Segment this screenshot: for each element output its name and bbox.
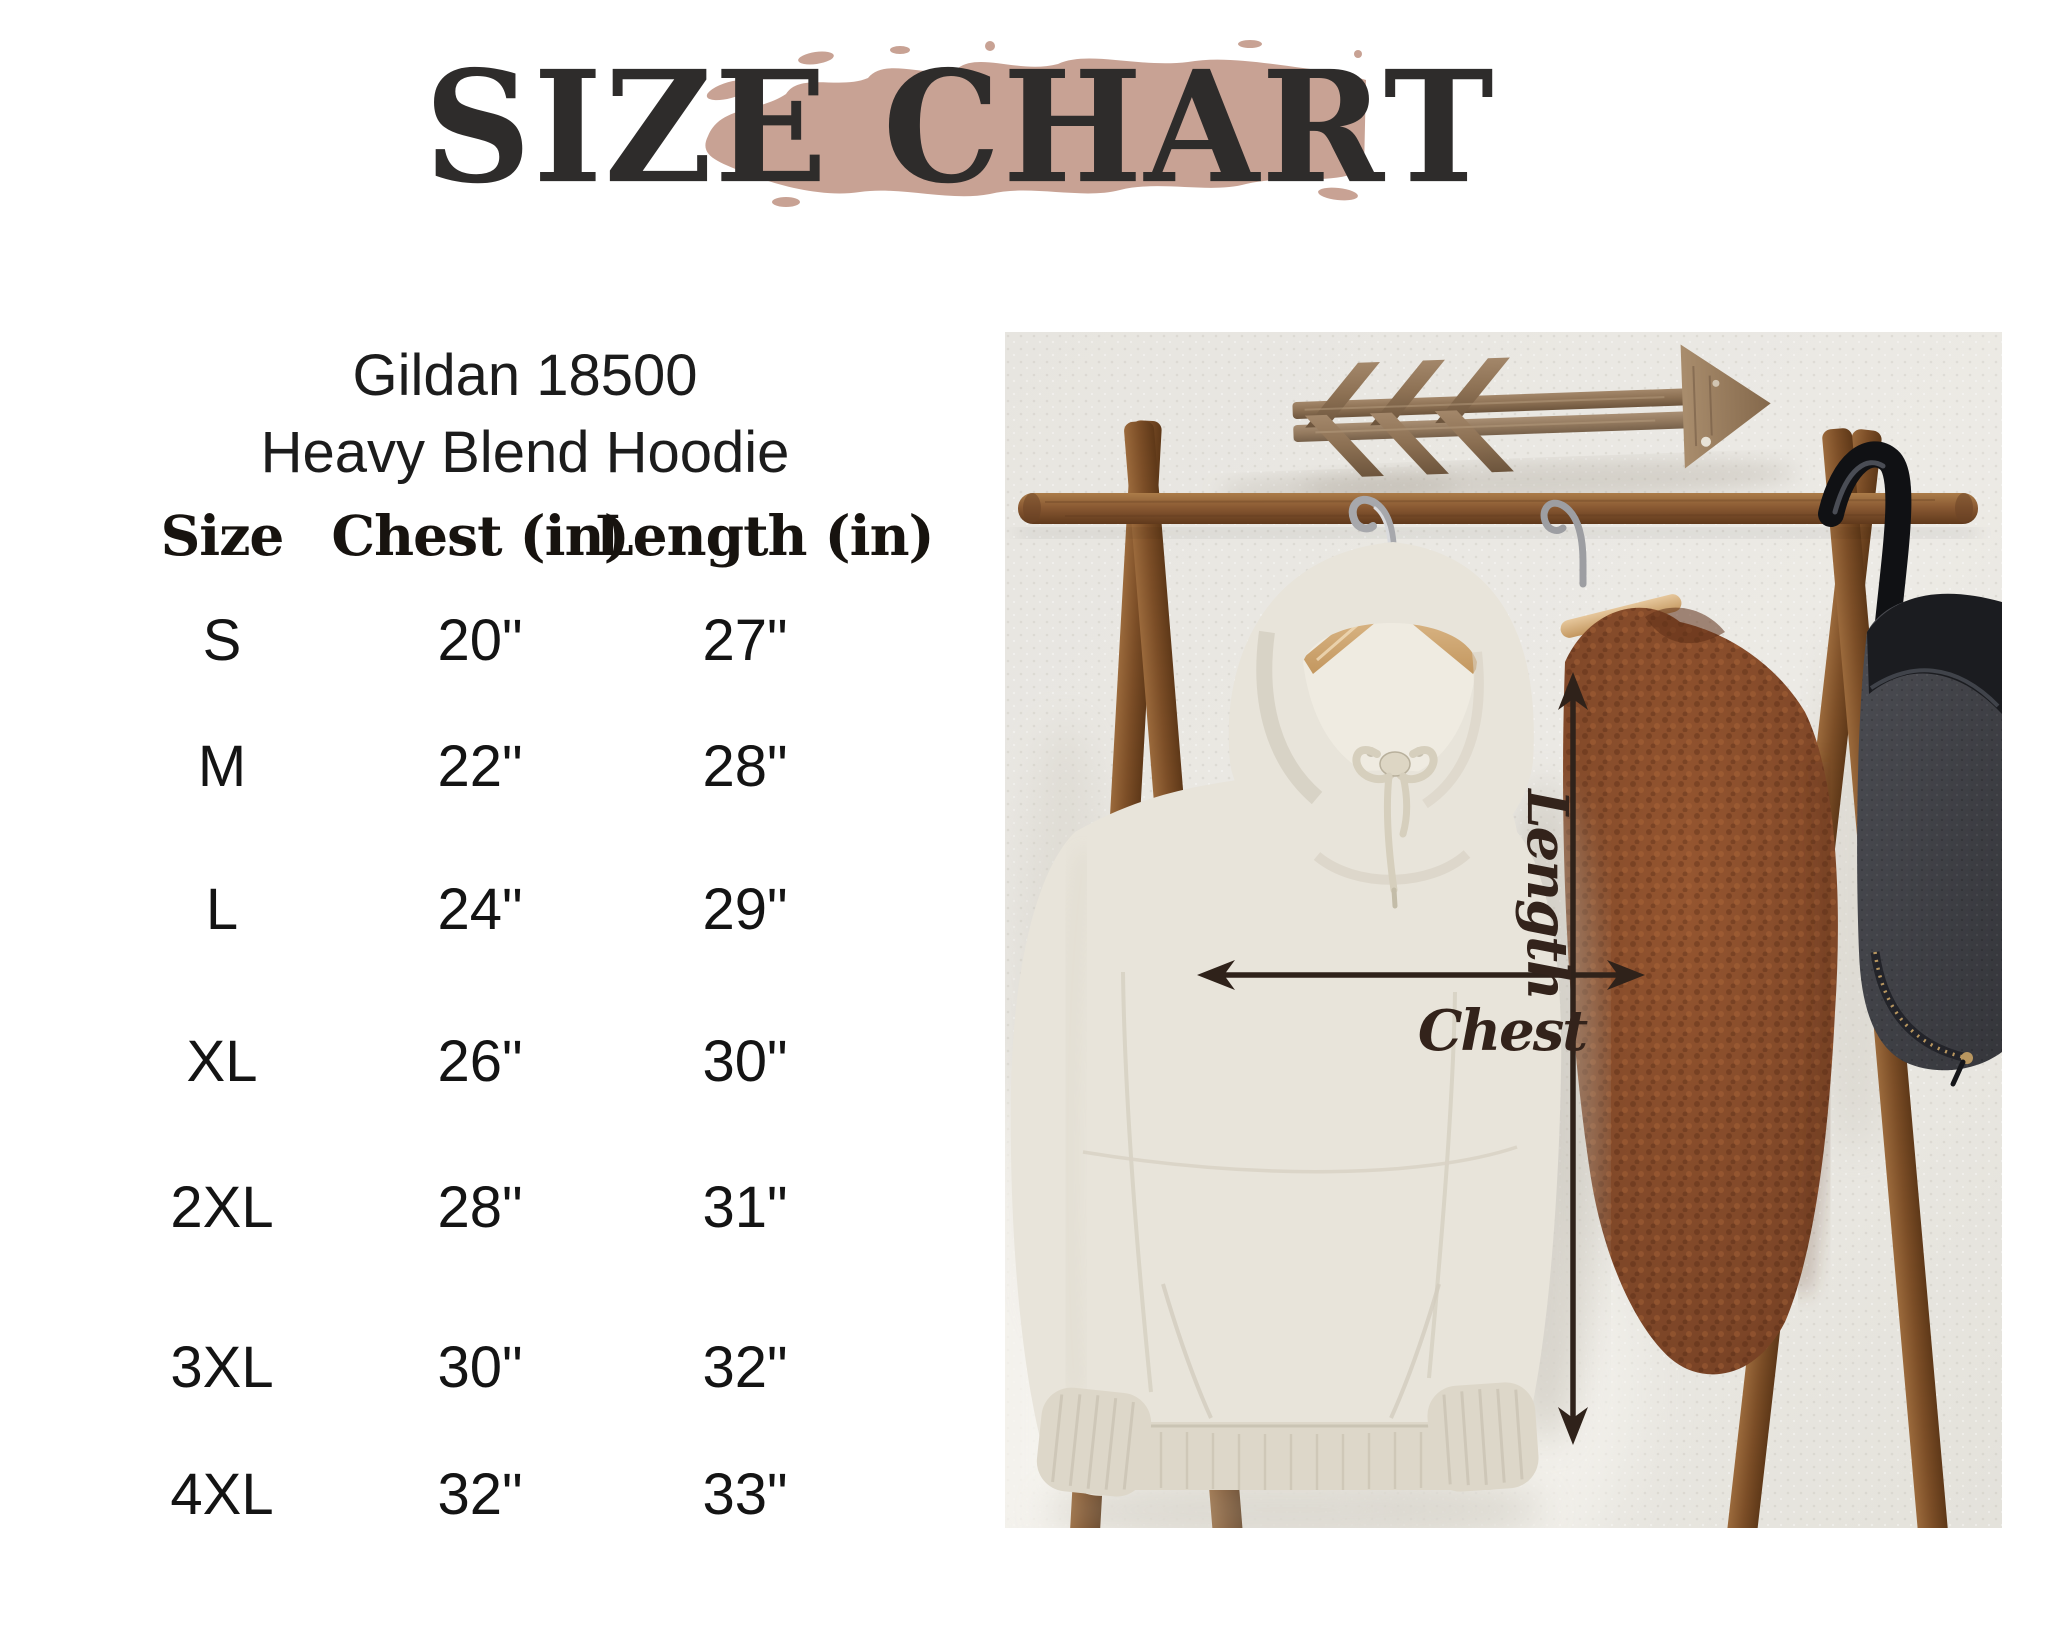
cell-size: XL — [186, 1029, 258, 1094]
hoodie-right-cuff — [1427, 1382, 1539, 1492]
product-name-line1: Gildan 18500 — [352, 343, 698, 408]
cell-length: 30" — [702, 1029, 788, 1094]
table-row: S 20" 27" — [0, 605, 940, 677]
table-row: M 22" 28" — [0, 731, 940, 803]
product-photo: Length Chest — [1005, 332, 2002, 1528]
table-row: L 24" 29" — [0, 874, 940, 946]
column-header-chest: Chest (in) — [331, 503, 629, 568]
hoodie-left-sleeve — [1010, 832, 1152, 1496]
cell-chest: 30" — [437, 1335, 523, 1400]
hoodie-photo-scene: Length Chest — [1005, 332, 2002, 1528]
cell-chest: 22" — [437, 734, 523, 799]
cell-chest: 28" — [437, 1175, 523, 1240]
column-header-length: Length (in) — [595, 503, 935, 568]
cell-size: M — [197, 734, 247, 799]
chest-label: Chest — [1418, 998, 1588, 1064]
cell-length: 27" — [702, 608, 788, 673]
cell-length: 33" — [702, 1462, 788, 1527]
hoodie-hem — [1093, 1422, 1509, 1490]
cell-size: 3XL — [170, 1335, 274, 1400]
clothing-rack-rail — [1018, 493, 1978, 538]
cell-length: 32" — [702, 1335, 788, 1400]
length-label: Length — [1514, 787, 1580, 998]
cell-chest: 20" — [437, 608, 523, 673]
brush-stroke-accent — [690, 28, 1370, 213]
cell-length: 31" — [702, 1175, 788, 1240]
product-name-line2: Heavy Blend Hoodie — [260, 420, 790, 485]
hoodie-drawstrings — [1352, 746, 1438, 909]
cell-size: 2XL — [170, 1175, 274, 1240]
hoodie — [1010, 495, 1600, 1528]
table-header-row: Size Chest (in) Length (in) — [0, 500, 940, 572]
chest-arrow — [1197, 960, 1645, 990]
arrow-fletching — [1304, 357, 1514, 477]
table-row: 2XL 28" 31" — [0, 1172, 940, 1244]
table-row: XL 26" 30" — [0, 1026, 940, 1098]
column-header-size: Size — [160, 503, 285, 568]
cell-size: S — [202, 608, 242, 673]
backpack — [1818, 441, 2002, 1087]
cell-chest: 26" — [437, 1029, 523, 1094]
cell-size: 4XL — [170, 1462, 274, 1527]
cell-chest: 32" — [437, 1462, 523, 1527]
hanger-hook-icon — [1348, 495, 1397, 604]
cell-length: 29" — [702, 877, 788, 942]
size-table: Size Chest (in) Length (in) S 20" 27" M … — [0, 0, 940, 1638]
cell-chest: 24" — [437, 877, 523, 942]
arrow-head — [1680, 344, 1771, 469]
backpack-strap — [1818, 441, 1912, 690]
table-row: 4XL 32" 33" — [0, 1459, 940, 1531]
sherpa-jacket — [1563, 607, 1838, 1375]
brush-stroke-icon — [705, 40, 1366, 207]
cell-size: L — [205, 877, 239, 942]
cell-length: 28" — [702, 734, 788, 799]
table-row: 3XL 30" 32" — [0, 1332, 940, 1404]
product-name: Gildan 18500 Heavy Blend Hoodie — [145, 337, 905, 491]
measurement-annotations: Length Chest — [1197, 672, 1645, 1445]
length-arrow — [1558, 672, 1588, 1445]
page-title: SIZE CHART — [424, 36, 1496, 218]
hoodie-left-cuff — [1036, 1387, 1152, 1497]
hoodie-body — [1075, 770, 1522, 1459]
